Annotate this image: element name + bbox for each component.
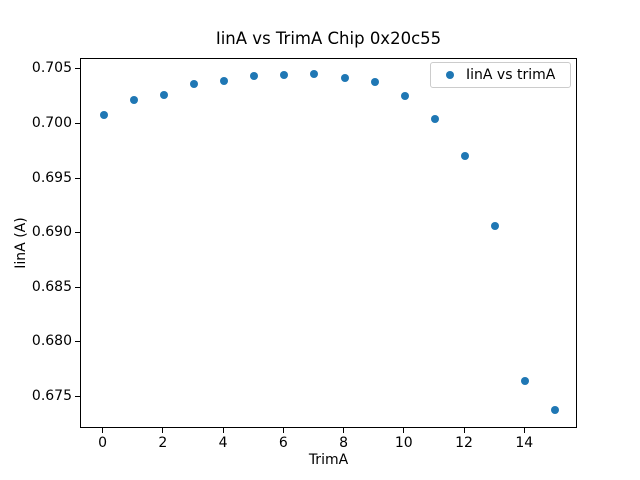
data-point	[129, 96, 138, 105]
x-axis-label: TrimA	[308, 452, 349, 468]
x-tick-label: 8	[339, 435, 348, 451]
y-tick-mark	[75, 286, 80, 288]
y-tick-mark	[75, 341, 80, 343]
y-tick-label: 0.685	[31, 278, 72, 295]
plot-area	[80, 58, 577, 428]
y-tick-mark	[75, 395, 80, 397]
y-tick-label: 0.700	[31, 114, 72, 131]
y-tick-label: 0.675	[31, 387, 72, 404]
x-tick-label: 12	[455, 435, 473, 451]
x-tick-mark	[282, 428, 284, 433]
y-tick-label: 0.695	[31, 169, 72, 186]
x-tick-mark	[463, 428, 465, 433]
data-point	[370, 77, 379, 86]
y-tick-mark	[75, 68, 80, 70]
circle-marker-icon	[446, 71, 454, 79]
data-point	[430, 115, 439, 124]
x-tick-mark	[102, 428, 104, 433]
data-point	[310, 70, 319, 79]
data-point	[189, 80, 198, 89]
data-point	[250, 72, 259, 81]
x-tick-label: 2	[158, 435, 168, 451]
x-tick-label: 10	[394, 435, 413, 451]
data-point	[280, 71, 289, 80]
chart-title: IinA vs TrimA Chip 0x20c55	[215, 29, 442, 48]
y-axis-label: IinA (A)	[13, 217, 29, 269]
y-tick-mark	[75, 232, 80, 234]
data-point	[400, 92, 409, 101]
x-tick-mark	[162, 428, 164, 433]
data-point	[340, 73, 349, 82]
x-tick-mark	[403, 428, 405, 433]
data-point	[551, 406, 560, 415]
data-point	[491, 221, 500, 230]
y-tick-label: 0.705	[31, 60, 72, 77]
x-tick-label: 0	[98, 435, 108, 451]
data-point	[461, 152, 470, 161]
data-point	[220, 76, 229, 85]
x-tick-mark	[523, 428, 525, 433]
data-point	[159, 91, 168, 100]
legend: IinA vs trimA	[430, 62, 571, 88]
x-tick-label: 14	[515, 435, 534, 451]
x-tick-label: 4	[218, 435, 228, 451]
y-tick-mark	[75, 122, 80, 124]
x-tick-mark	[343, 428, 345, 433]
data-point	[99, 110, 108, 119]
x-tick-label: 6	[278, 435, 288, 451]
y-tick-label: 0.680	[31, 333, 72, 350]
legend-label: IinA vs trimA	[466, 67, 556, 83]
data-point	[521, 376, 530, 385]
x-tick-mark	[222, 428, 224, 433]
y-tick-label: 0.690	[31, 224, 72, 241]
y-tick-mark	[75, 177, 80, 179]
